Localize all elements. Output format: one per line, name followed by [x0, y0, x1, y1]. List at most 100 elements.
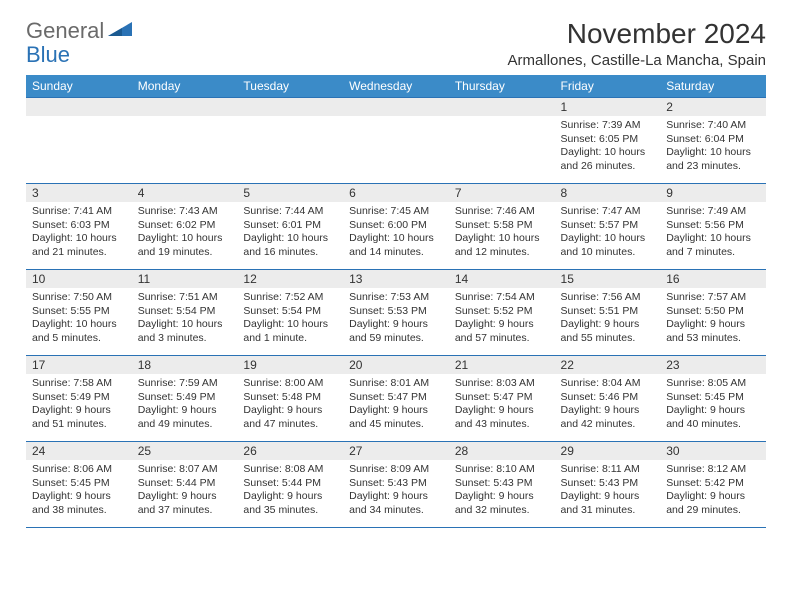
logo-triangle-icon	[108, 20, 134, 43]
day-cell: 19Sunrise: 8:00 AMSunset: 5:48 PMDayligh…	[237, 356, 343, 442]
day-details: Sunrise: 8:03 AMSunset: 5:47 PMDaylight:…	[449, 374, 555, 436]
title-block: November 2024 Armallones, Castille-La Ma…	[508, 18, 766, 69]
day-cell: 28Sunrise: 8:10 AMSunset: 5:43 PMDayligh…	[449, 442, 555, 528]
day-number: 5	[237, 184, 343, 202]
day-cell: 21Sunrise: 8:03 AMSunset: 5:47 PMDayligh…	[449, 356, 555, 442]
day-cell: 26Sunrise: 8:08 AMSunset: 5:44 PMDayligh…	[237, 442, 343, 528]
day-cell: 7Sunrise: 7:46 AMSunset: 5:58 PMDaylight…	[449, 184, 555, 270]
day-cell: 16Sunrise: 7:57 AMSunset: 5:50 PMDayligh…	[660, 270, 766, 356]
day-cell: 6Sunrise: 7:45 AMSunset: 6:00 PMDaylight…	[343, 184, 449, 270]
day-number: 24	[26, 442, 132, 460]
day-cell: 11Sunrise: 7:51 AMSunset: 5:54 PMDayligh…	[132, 270, 238, 356]
logo-text-general: General	[26, 18, 104, 44]
day-details: Sunrise: 7:40 AMSunset: 6:04 PMDaylight:…	[660, 116, 766, 178]
day-details: Sunrise: 7:45 AMSunset: 6:00 PMDaylight:…	[343, 202, 449, 264]
weekday-header: Thursday	[449, 75, 555, 98]
day-cell: 2Sunrise: 7:40 AMSunset: 6:04 PMDaylight…	[660, 98, 766, 184]
day-cell: 4Sunrise: 7:43 AMSunset: 6:02 PMDaylight…	[132, 184, 238, 270]
day-number: 16	[660, 270, 766, 288]
day-details: Sunrise: 8:10 AMSunset: 5:43 PMDaylight:…	[449, 460, 555, 522]
day-number: 2	[660, 98, 766, 116]
day-details: Sunrise: 7:54 AMSunset: 5:52 PMDaylight:…	[449, 288, 555, 350]
calendar-week-row: 24Sunrise: 8:06 AMSunset: 5:45 PMDayligh…	[26, 442, 766, 528]
day-number: 10	[26, 270, 132, 288]
day-number: 27	[343, 442, 449, 460]
day-number: 6	[343, 184, 449, 202]
calendar-header-row: SundayMondayTuesdayWednesdayThursdayFrid…	[26, 75, 766, 98]
day-cell: 1Sunrise: 7:39 AMSunset: 6:05 PMDaylight…	[555, 98, 661, 184]
empty-day-number	[449, 98, 555, 116]
day-details: Sunrise: 7:49 AMSunset: 5:56 PMDaylight:…	[660, 202, 766, 264]
day-details: Sunrise: 8:01 AMSunset: 5:47 PMDaylight:…	[343, 374, 449, 436]
calendar-week-row: 1Sunrise: 7:39 AMSunset: 6:05 PMDaylight…	[26, 98, 766, 184]
day-number: 21	[449, 356, 555, 374]
day-cell: 12Sunrise: 7:52 AMSunset: 5:54 PMDayligh…	[237, 270, 343, 356]
day-details: Sunrise: 7:59 AMSunset: 5:49 PMDaylight:…	[132, 374, 238, 436]
day-number: 29	[555, 442, 661, 460]
logo-text-blue: Blue	[26, 42, 70, 67]
day-number: 23	[660, 356, 766, 374]
day-cell: 9Sunrise: 7:49 AMSunset: 5:56 PMDaylight…	[660, 184, 766, 270]
day-cell: 5Sunrise: 7:44 AMSunset: 6:01 PMDaylight…	[237, 184, 343, 270]
day-number: 15	[555, 270, 661, 288]
day-number: 26	[237, 442, 343, 460]
logo: General	[26, 18, 136, 44]
day-number: 22	[555, 356, 661, 374]
day-number: 30	[660, 442, 766, 460]
day-details: Sunrise: 7:51 AMSunset: 5:54 PMDaylight:…	[132, 288, 238, 350]
empty-cell	[343, 98, 449, 184]
day-number: 28	[449, 442, 555, 460]
weekday-header: Saturday	[660, 75, 766, 98]
day-details: Sunrise: 7:50 AMSunset: 5:55 PMDaylight:…	[26, 288, 132, 350]
day-details: Sunrise: 7:41 AMSunset: 6:03 PMDaylight:…	[26, 202, 132, 264]
day-cell: 13Sunrise: 7:53 AMSunset: 5:53 PMDayligh…	[343, 270, 449, 356]
day-number: 3	[26, 184, 132, 202]
day-number: 20	[343, 356, 449, 374]
day-cell: 20Sunrise: 8:01 AMSunset: 5:47 PMDayligh…	[343, 356, 449, 442]
empty-day-number	[237, 98, 343, 116]
day-cell: 27Sunrise: 8:09 AMSunset: 5:43 PMDayligh…	[343, 442, 449, 528]
day-details: Sunrise: 7:47 AMSunset: 5:57 PMDaylight:…	[555, 202, 661, 264]
day-details: Sunrise: 8:11 AMSunset: 5:43 PMDaylight:…	[555, 460, 661, 522]
empty-cell	[132, 98, 238, 184]
day-details: Sunrise: 7:43 AMSunset: 6:02 PMDaylight:…	[132, 202, 238, 264]
day-cell: 30Sunrise: 8:12 AMSunset: 5:42 PMDayligh…	[660, 442, 766, 528]
weekday-header: Tuesday	[237, 75, 343, 98]
day-number: 18	[132, 356, 238, 374]
month-title: November 2024	[508, 18, 766, 50]
day-cell: 29Sunrise: 8:11 AMSunset: 5:43 PMDayligh…	[555, 442, 661, 528]
day-details: Sunrise: 7:56 AMSunset: 5:51 PMDaylight:…	[555, 288, 661, 350]
day-number: 7	[449, 184, 555, 202]
day-details: Sunrise: 8:06 AMSunset: 5:45 PMDaylight:…	[26, 460, 132, 522]
day-details: Sunrise: 8:04 AMSunset: 5:46 PMDaylight:…	[555, 374, 661, 436]
weekday-header: Sunday	[26, 75, 132, 98]
day-number: 1	[555, 98, 661, 116]
day-details: Sunrise: 7:44 AMSunset: 6:01 PMDaylight:…	[237, 202, 343, 264]
calendar-page: General November 2024 Armallones, Castil…	[0, 0, 792, 538]
day-cell: 22Sunrise: 8:04 AMSunset: 5:46 PMDayligh…	[555, 356, 661, 442]
empty-cell	[26, 98, 132, 184]
day-details: Sunrise: 7:53 AMSunset: 5:53 PMDaylight:…	[343, 288, 449, 350]
calendar-week-row: 10Sunrise: 7:50 AMSunset: 5:55 PMDayligh…	[26, 270, 766, 356]
day-number: 19	[237, 356, 343, 374]
day-details: Sunrise: 8:12 AMSunset: 5:42 PMDaylight:…	[660, 460, 766, 522]
day-number: 9	[660, 184, 766, 202]
day-number: 4	[132, 184, 238, 202]
empty-day-number	[132, 98, 238, 116]
day-details: Sunrise: 7:57 AMSunset: 5:50 PMDaylight:…	[660, 288, 766, 350]
day-number: 25	[132, 442, 238, 460]
day-number: 14	[449, 270, 555, 288]
weekday-header: Monday	[132, 75, 238, 98]
calendar-week-row: 17Sunrise: 7:58 AMSunset: 5:49 PMDayligh…	[26, 356, 766, 442]
day-cell: 10Sunrise: 7:50 AMSunset: 5:55 PMDayligh…	[26, 270, 132, 356]
day-details: Sunrise: 8:09 AMSunset: 5:43 PMDaylight:…	[343, 460, 449, 522]
calendar-table: SundayMondayTuesdayWednesdayThursdayFrid…	[26, 75, 766, 528]
day-cell: 8Sunrise: 7:47 AMSunset: 5:57 PMDaylight…	[555, 184, 661, 270]
empty-cell	[449, 98, 555, 184]
day-details: Sunrise: 7:39 AMSunset: 6:05 PMDaylight:…	[555, 116, 661, 178]
empty-day-number	[26, 98, 132, 116]
header: General November 2024 Armallones, Castil…	[26, 18, 766, 69]
empty-day-number	[343, 98, 449, 116]
day-cell: 24Sunrise: 8:06 AMSunset: 5:45 PMDayligh…	[26, 442, 132, 528]
day-details: Sunrise: 8:08 AMSunset: 5:44 PMDaylight:…	[237, 460, 343, 522]
